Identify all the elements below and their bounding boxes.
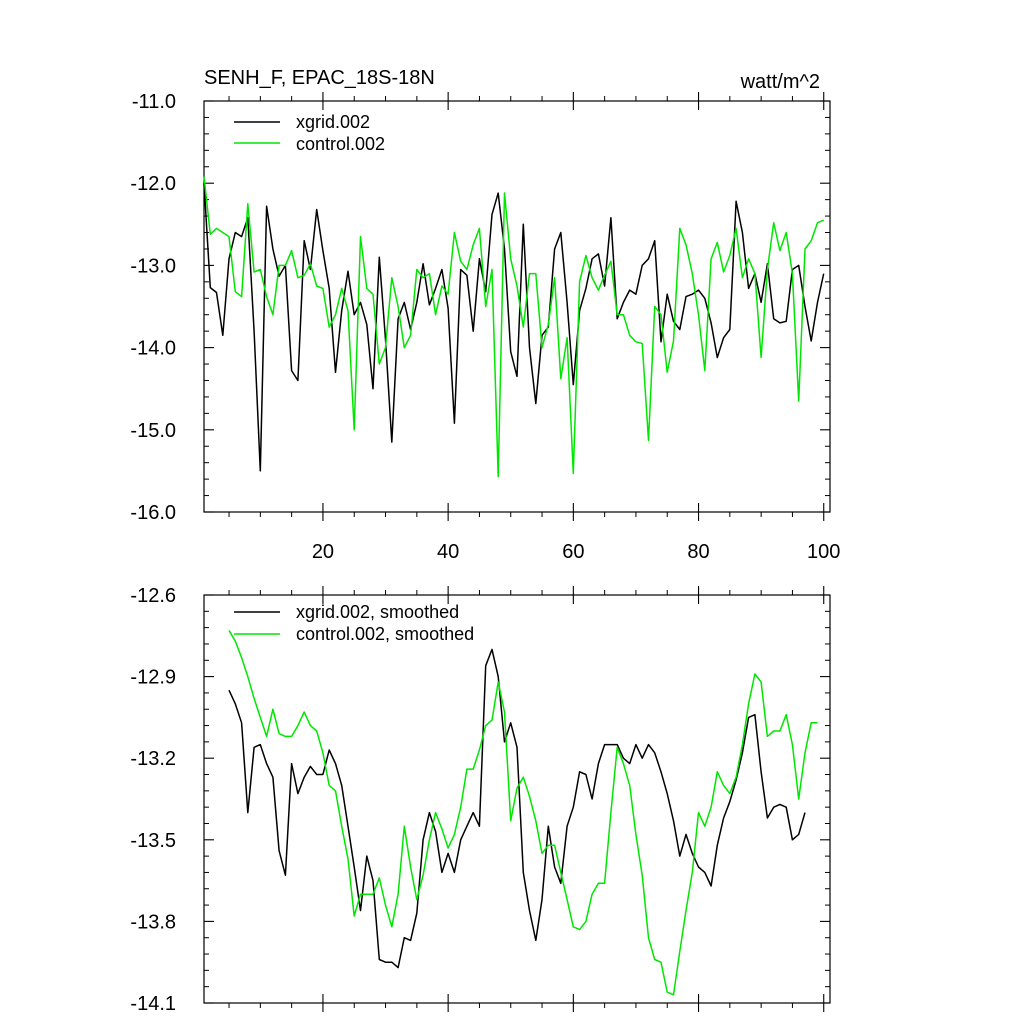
top-series-line-control <box>203 176 824 478</box>
bottom-ytick-label: -14.1 <box>130 993 176 1015</box>
chart-title: SENH_F, EPAC_18S-18N <box>204 67 435 89</box>
bottom-ytick-label: -13.5 <box>130 830 176 852</box>
legend-label-xgrid: xgrid.002 <box>296 112 370 132</box>
top-ytick-label: -12.0 <box>130 173 176 195</box>
panel-top: -11.0 -12.0 -13.0 -14.0 -15.0 -16.0 20 40 60 80 10… <box>130 91 840 563</box>
bottom-ytick-label: -12.6 <box>130 585 176 607</box>
bottom-legend: xgrid.002, smoothed control.002, smoothe… <box>234 602 474 644</box>
legend-label-control-smoothed: control.002, smoothed <box>296 624 474 644</box>
top-series-line-xgrid <box>203 183 825 472</box>
panel-bottom: -12.6 -12.9 -13.2 -13.5 -13.8 -14.1 xgrid.002… <box>130 585 831 1015</box>
top-ytick-label: -16.0 <box>130 502 176 524</box>
top-ytick-label: -14.0 <box>130 338 176 360</box>
bottom-ytick-label: -13.2 <box>130 748 176 770</box>
top-series <box>203 176 825 478</box>
bottom-ytick-label: -12.9 <box>130 667 176 689</box>
legend-label-xgrid-smoothed: xgrid.002, smoothed <box>296 602 459 622</box>
top-xtick-label: 20 <box>312 541 334 563</box>
bottom-series-line-control <box>228 630 818 996</box>
bottom-ticks: -12.6 -12.9 -13.2 -13.5 -13.8 -14.1 <box>130 585 830 1015</box>
bottom-plot-frame <box>203 594 831 1004</box>
top-xtick-label: 80 <box>687 541 709 563</box>
top-xtick-label: 100 <box>807 541 840 563</box>
legend-label-control: control.002 <box>296 134 385 154</box>
bottom-series <box>228 630 818 996</box>
top-xtick-label: 60 <box>562 541 584 563</box>
top-xtick-label: 40 <box>437 541 459 563</box>
top-ytick-label: -15.0 <box>130 420 176 442</box>
top-ytick-label: -11.0 <box>132 91 176 113</box>
top-plot-frame <box>203 100 831 513</box>
top-ticks: -11.0 -12.0 -13.0 -14.0 -15.0 -16.0 20 40 60 80 10… <box>130 91 840 563</box>
bottom-series-line-xgrid <box>228 648 806 969</box>
units-label: watt/m^2 <box>740 71 820 93</box>
bottom-ytick-label: -13.8 <box>130 911 176 933</box>
top-legend: xgrid.002 control.002 <box>234 112 385 154</box>
top-ytick-label: -13.0 <box>130 255 176 277</box>
